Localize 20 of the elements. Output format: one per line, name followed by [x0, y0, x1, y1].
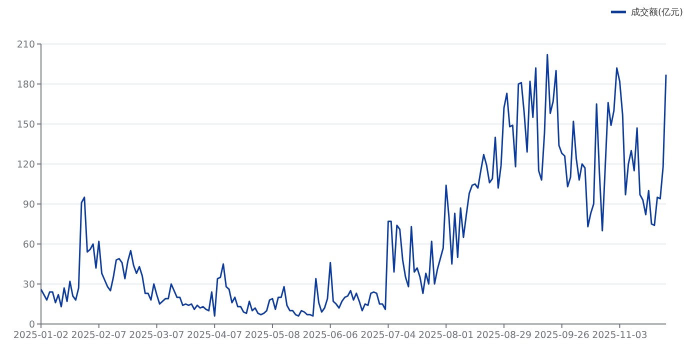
xtick: 2025-09-26 [534, 330, 590, 341]
xtick: 2025-07-04 [360, 330, 416, 341]
xtick: 2025-11-03 [592, 330, 648, 341]
xtick: 2025-05-08 [244, 330, 300, 341]
ytick: 0 [28, 320, 35, 330]
xtick: 2025-02-07 [71, 330, 126, 341]
ytick: 30 [22, 280, 35, 290]
xtick: 2025-01-02 [13, 330, 69, 341]
ytick: 90 [22, 200, 35, 210]
ytick: 180 [16, 80, 35, 90]
ytick: 150 [16, 120, 35, 130]
xtick: 2025-08-01 [418, 330, 474, 341]
ytick: 60 [22, 240, 35, 250]
xtick: 2025-06-06 [302, 330, 358, 341]
xtick: 2025-03-07 [129, 330, 184, 341]
xtick: 2025-08-29 [476, 330, 532, 341]
ytick: 210 [16, 40, 35, 50]
legend-label: 成交额(亿元) [630, 8, 683, 18]
ytick: 120 [16, 160, 35, 170]
xtick: 2025-04-07 [187, 330, 242, 341]
